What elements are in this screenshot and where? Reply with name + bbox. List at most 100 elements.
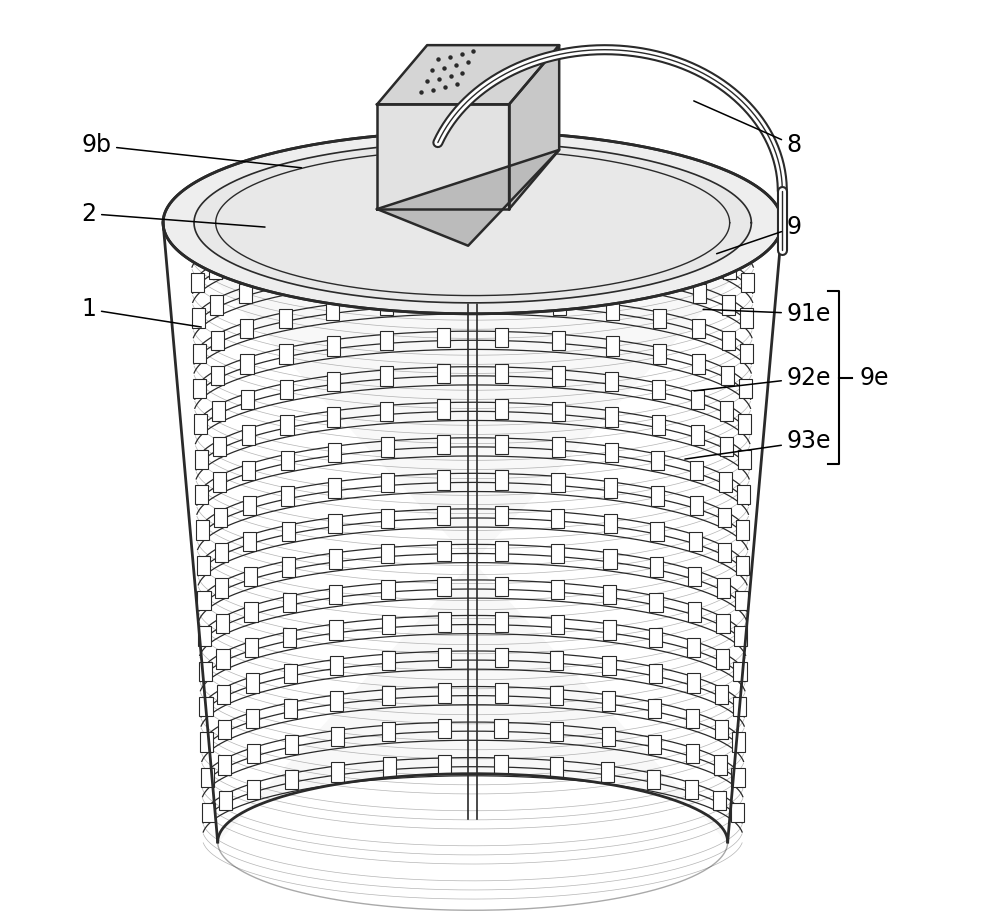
Polygon shape xyxy=(715,685,728,704)
Polygon shape xyxy=(437,399,450,418)
Polygon shape xyxy=(212,402,225,421)
Polygon shape xyxy=(691,390,704,409)
Polygon shape xyxy=(213,472,226,492)
Polygon shape xyxy=(242,425,255,445)
Polygon shape xyxy=(285,734,298,754)
Polygon shape xyxy=(381,580,395,599)
Polygon shape xyxy=(191,237,204,257)
Polygon shape xyxy=(243,496,256,516)
Polygon shape xyxy=(733,662,747,681)
Polygon shape xyxy=(283,593,296,612)
Polygon shape xyxy=(718,507,731,527)
Polygon shape xyxy=(239,283,252,303)
Polygon shape xyxy=(606,336,619,356)
Polygon shape xyxy=(494,719,508,738)
Polygon shape xyxy=(216,614,229,633)
Polygon shape xyxy=(647,770,660,789)
Polygon shape xyxy=(740,308,753,327)
Text: 8: 8 xyxy=(694,101,802,157)
Polygon shape xyxy=(243,531,256,550)
Polygon shape xyxy=(279,309,292,328)
Polygon shape xyxy=(741,273,754,292)
Polygon shape xyxy=(651,450,664,471)
Polygon shape xyxy=(738,449,751,469)
Polygon shape xyxy=(655,202,668,221)
Polygon shape xyxy=(724,224,737,244)
Polygon shape xyxy=(244,567,257,586)
Polygon shape xyxy=(605,443,618,462)
Polygon shape xyxy=(437,435,450,454)
Polygon shape xyxy=(737,485,750,505)
Text: 92e: 92e xyxy=(694,366,831,391)
Polygon shape xyxy=(194,414,207,434)
Polygon shape xyxy=(285,770,298,789)
Polygon shape xyxy=(652,380,665,399)
Polygon shape xyxy=(240,319,253,338)
Polygon shape xyxy=(209,224,222,244)
Polygon shape xyxy=(651,486,664,505)
Polygon shape xyxy=(687,638,700,657)
Polygon shape xyxy=(437,364,450,383)
Polygon shape xyxy=(714,755,727,775)
Polygon shape xyxy=(735,591,748,610)
Polygon shape xyxy=(215,578,228,597)
Polygon shape xyxy=(495,648,508,667)
Polygon shape xyxy=(326,301,339,320)
Polygon shape xyxy=(325,195,338,214)
Polygon shape xyxy=(654,273,667,293)
Polygon shape xyxy=(328,479,341,498)
Polygon shape xyxy=(603,620,616,640)
Polygon shape xyxy=(603,550,617,569)
Polygon shape xyxy=(280,415,294,435)
Polygon shape xyxy=(330,691,343,710)
Polygon shape xyxy=(720,437,733,456)
Polygon shape xyxy=(211,366,224,385)
Polygon shape xyxy=(602,691,615,710)
Polygon shape xyxy=(195,485,208,505)
Polygon shape xyxy=(495,364,508,383)
Polygon shape xyxy=(382,651,395,670)
Polygon shape xyxy=(509,45,559,209)
Polygon shape xyxy=(194,142,751,303)
Polygon shape xyxy=(736,520,749,539)
Polygon shape xyxy=(604,514,617,533)
Polygon shape xyxy=(606,266,619,285)
Polygon shape xyxy=(723,260,736,279)
Polygon shape xyxy=(381,473,394,493)
Polygon shape xyxy=(437,257,450,277)
Polygon shape xyxy=(379,260,393,279)
Polygon shape xyxy=(605,407,618,426)
Text: 9: 9 xyxy=(717,215,802,254)
Polygon shape xyxy=(603,584,616,605)
Polygon shape xyxy=(742,237,755,257)
Polygon shape xyxy=(331,727,344,746)
Polygon shape xyxy=(716,614,730,633)
Polygon shape xyxy=(218,720,231,739)
Polygon shape xyxy=(553,295,566,314)
Text: 91e: 91e xyxy=(703,301,831,326)
Polygon shape xyxy=(739,379,752,398)
Polygon shape xyxy=(437,471,450,490)
Polygon shape xyxy=(437,186,450,205)
Polygon shape xyxy=(653,309,666,328)
Polygon shape xyxy=(284,699,297,719)
Polygon shape xyxy=(195,449,208,469)
Polygon shape xyxy=(716,649,729,668)
Polygon shape xyxy=(648,699,661,719)
Polygon shape xyxy=(382,615,395,634)
Polygon shape xyxy=(495,257,509,277)
Polygon shape xyxy=(495,612,508,631)
Polygon shape xyxy=(437,505,450,525)
Polygon shape xyxy=(438,719,451,738)
Polygon shape xyxy=(722,331,735,350)
Polygon shape xyxy=(551,615,564,634)
Polygon shape xyxy=(193,379,206,398)
Polygon shape xyxy=(380,402,393,421)
Polygon shape xyxy=(438,612,451,631)
Polygon shape xyxy=(377,150,559,245)
Polygon shape xyxy=(219,790,232,810)
Polygon shape xyxy=(281,450,294,471)
Polygon shape xyxy=(495,505,508,525)
Text: 9b: 9b xyxy=(81,133,301,168)
Polygon shape xyxy=(193,344,206,363)
